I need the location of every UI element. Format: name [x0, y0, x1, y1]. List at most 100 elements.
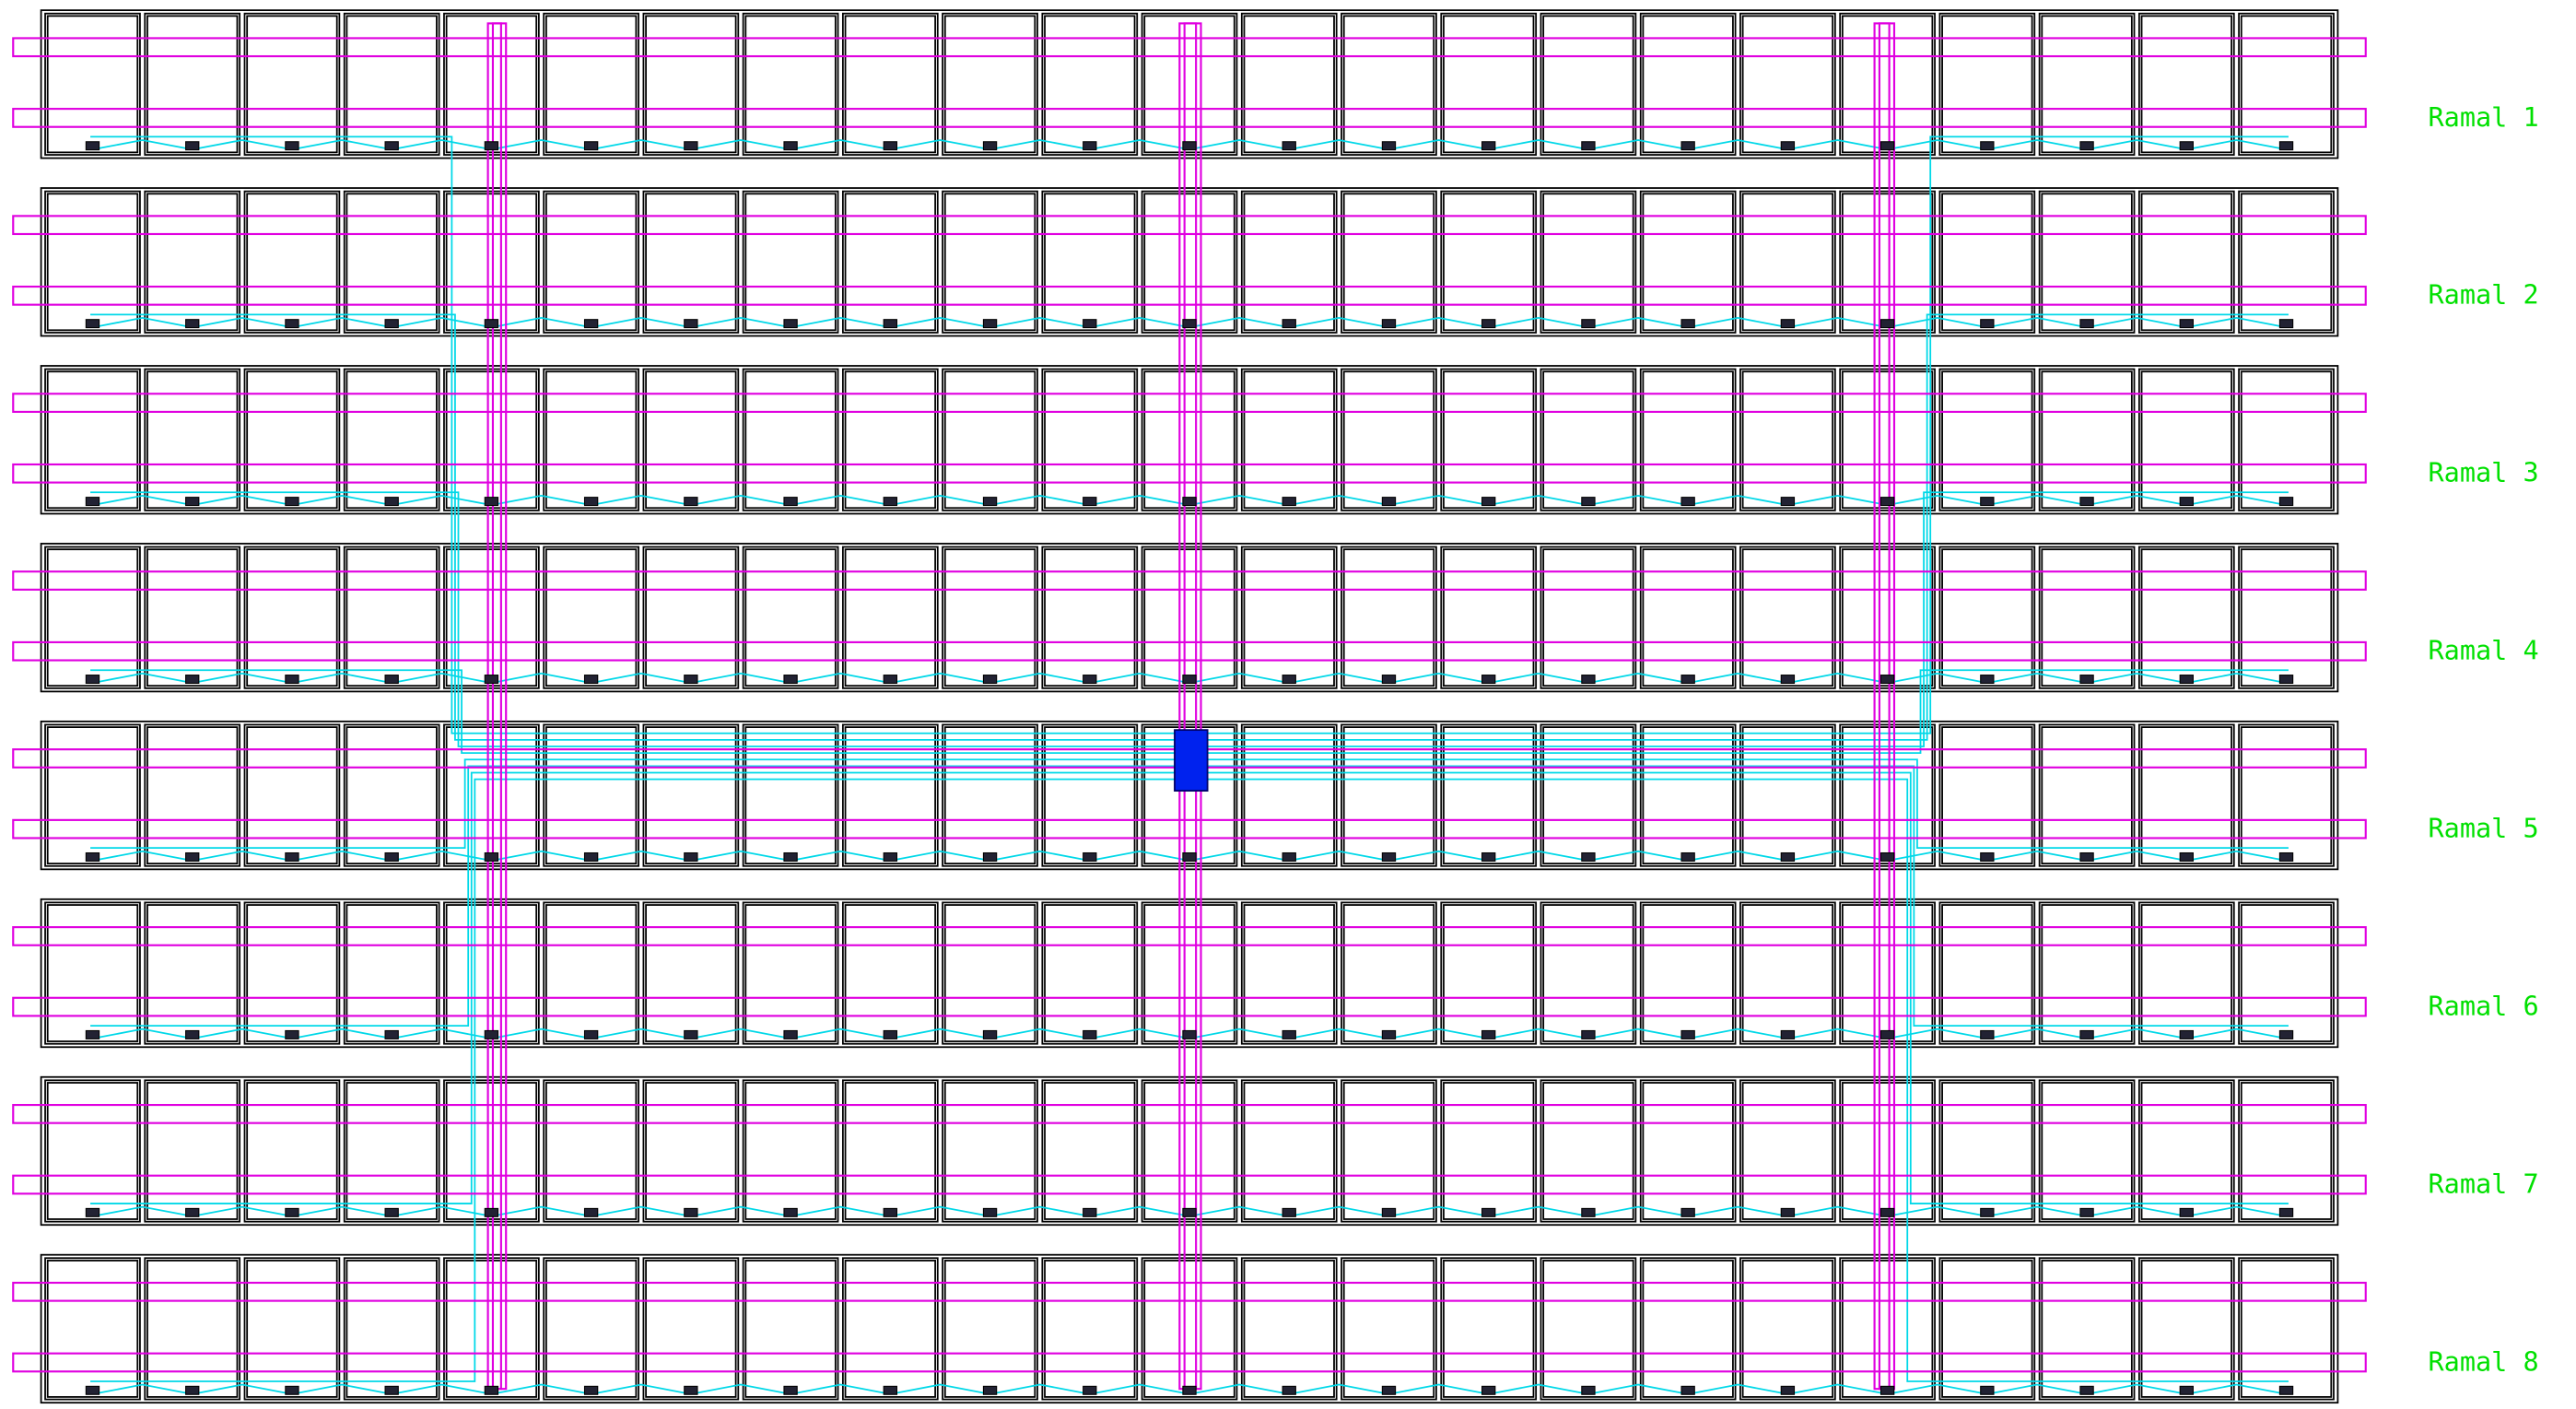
panel — [1939, 902, 2034, 1043]
junction-box — [385, 1386, 398, 1394]
panel-inner — [1843, 194, 1933, 330]
panel — [643, 370, 738, 511]
string-wire — [896, 674, 983, 682]
string-wire — [498, 1207, 585, 1215]
junction-box — [1482, 1386, 1495, 1394]
panel-inner — [247, 16, 337, 152]
panel-inner — [1643, 549, 1733, 686]
panel — [145, 370, 240, 511]
page: Ramal 1Ramal 2Ramal 3Ramal 4Ramal 5Ramal… — [0, 0, 2576, 1409]
panel — [943, 192, 1037, 333]
panel-inner — [546, 194, 637, 330]
junction-box — [1582, 142, 1595, 150]
junction-box — [385, 320, 398, 328]
string-wire — [498, 140, 585, 148]
rail — [13, 38, 2365, 56]
panel — [843, 1258, 938, 1399]
junction-box — [1981, 853, 1994, 862]
panel-inner — [1942, 1083, 2032, 1219]
panel-inner — [1045, 371, 1135, 508]
junction-box — [186, 1208, 199, 1216]
panel-inner — [2242, 1083, 2332, 1219]
junction-box — [784, 853, 797, 862]
panel-inner — [846, 727, 936, 863]
string-wire — [997, 140, 1083, 148]
string-wire — [1295, 140, 1382, 148]
panel-inner — [1444, 194, 1534, 330]
string-wire — [1495, 318, 1582, 326]
string-wire — [100, 318, 186, 326]
panel — [145, 192, 240, 333]
junction-box — [1781, 853, 1794, 862]
junction-box — [1382, 853, 1395, 862]
panel-inner — [2042, 16, 2132, 152]
string-wire — [1396, 1385, 1482, 1393]
panel — [1641, 902, 1736, 1043]
panel — [345, 546, 439, 687]
panel-inner — [1643, 371, 1733, 508]
panel — [345, 724, 439, 865]
string-wire — [896, 318, 983, 326]
string-wire — [1495, 1385, 1582, 1393]
panel-inner — [2142, 549, 2232, 686]
junction-box — [2080, 320, 2093, 328]
panel-inner — [1843, 1083, 1933, 1219]
string-wire — [896, 140, 983, 148]
string-wire — [1096, 1207, 1183, 1215]
panel — [943, 14, 1037, 155]
junction-box — [1382, 675, 1395, 684]
panel — [1740, 1258, 1835, 1399]
panel-inner — [1144, 16, 1235, 152]
junction-box — [1781, 1208, 1794, 1216]
panel-inner — [1942, 727, 2032, 863]
junction-box — [983, 142, 996, 150]
junction-box — [1681, 675, 1694, 684]
panel — [1740, 370, 1835, 511]
string-wire — [1795, 318, 1881, 326]
string-wire — [1994, 496, 2080, 504]
panel — [843, 902, 938, 1043]
panel-inner — [447, 371, 537, 508]
panel — [2139, 370, 2234, 511]
string-wire — [1694, 318, 1781, 326]
junction-box — [1582, 498, 1595, 506]
string-wire — [1295, 1029, 1382, 1038]
panel-inner — [346, 194, 437, 330]
junction-box — [983, 1030, 996, 1039]
string-wire — [797, 851, 884, 860]
junction-box — [86, 853, 99, 862]
panel — [2239, 370, 2334, 511]
string-wire — [299, 140, 385, 148]
string-wire — [498, 318, 585, 326]
panel-inner — [945, 549, 1036, 686]
string-wire — [1495, 1029, 1582, 1038]
cad-drawing: Ramal 1Ramal 2Ramal 3Ramal 4Ramal 5Ramal… — [0, 0, 2576, 1409]
junction-box — [1880, 1386, 1893, 1394]
junction-box — [385, 498, 398, 506]
panel-inner — [48, 905, 138, 1041]
junction-box — [584, 1208, 597, 1216]
string-wire — [598, 1029, 685, 1038]
panel-inner — [1344, 16, 1434, 152]
junction-box — [1482, 853, 1495, 862]
string-wire — [1994, 1385, 2080, 1393]
string-wire — [598, 1385, 685, 1393]
panel — [2040, 546, 2135, 687]
string-wire — [398, 1385, 485, 1393]
string-wire — [299, 1385, 385, 1393]
junction-box — [2180, 498, 2193, 506]
panel — [145, 14, 240, 155]
junction-box — [186, 853, 199, 862]
junction-box — [86, 142, 99, 150]
string-wire — [1196, 1207, 1282, 1215]
panel-inner — [945, 371, 1036, 508]
panel-inner — [48, 371, 138, 508]
panel — [744, 902, 838, 1043]
panel-inner — [745, 549, 836, 686]
string-wire — [797, 674, 884, 682]
panel — [1939, 370, 2034, 511]
junction-box — [86, 1208, 99, 1216]
string-wire — [1196, 674, 1282, 682]
panel — [1939, 724, 2034, 865]
junction-box — [1582, 320, 1595, 328]
